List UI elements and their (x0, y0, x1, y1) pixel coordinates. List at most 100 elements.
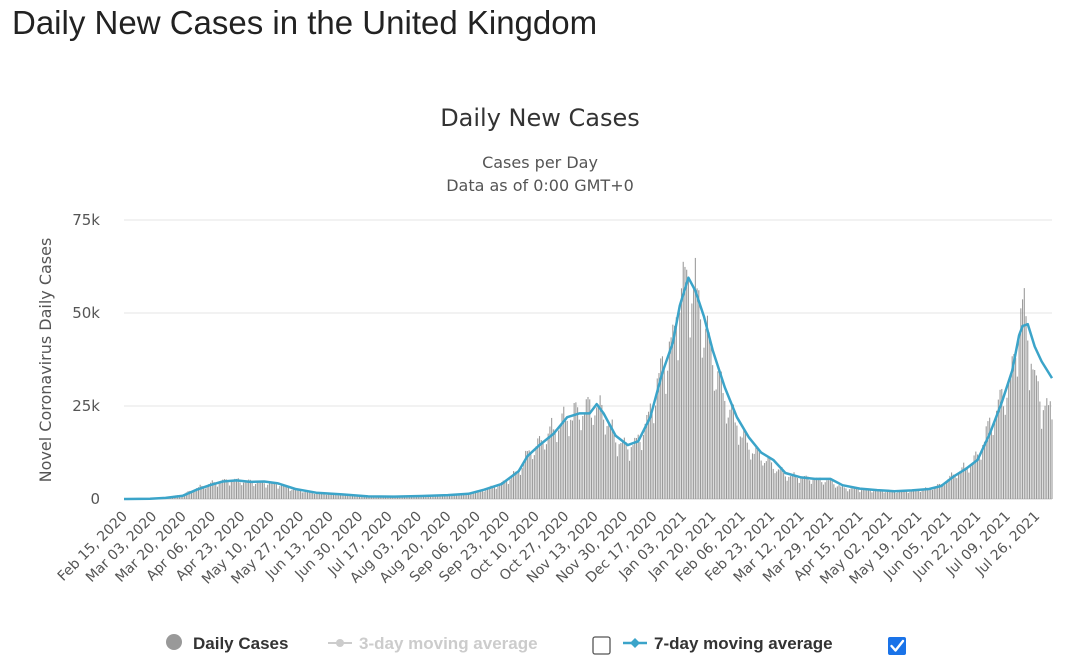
daily-case-bar (850, 488, 852, 499)
daily-case-bar (203, 486, 205, 499)
daily-case-bar (620, 443, 622, 499)
daily-case-bar (753, 453, 755, 499)
daily-case-bar (919, 491, 921, 499)
legend-item-seven-day-average[interactable]: 7-day moving average (623, 634, 833, 653)
daily-case-bar (416, 495, 418, 499)
daily-case-bar (835, 487, 837, 499)
daily-case-bar (691, 303, 693, 499)
daily-case-bar (646, 415, 648, 499)
daily-case-bar (1032, 369, 1034, 499)
daily-case-bar (296, 489, 298, 499)
legend: Daily Cases 3-day moving average 7-day m… (166, 634, 906, 655)
daily-case-bar (514, 471, 516, 499)
daily-case-bar (277, 488, 279, 499)
daily-case-bar (322, 493, 324, 499)
daily-case-bar (414, 496, 416, 499)
daily-case-bar (973, 455, 975, 499)
daily-case-bar (206, 485, 208, 499)
daily-case-bar (608, 421, 610, 499)
daily-case-bar (466, 493, 468, 499)
daily-case-bar (594, 415, 596, 499)
daily-case-bar (990, 429, 992, 499)
daily-case-bar (244, 480, 246, 499)
daily-case-bar (199, 484, 201, 499)
daily-case-bar (313, 493, 315, 499)
daily-case-bar (327, 494, 329, 499)
daily-case-bar (360, 496, 362, 499)
daily-case-bar (365, 496, 367, 499)
daily-case-bar (630, 447, 632, 499)
daily-case-bar (480, 489, 482, 499)
daily-case-bar (426, 495, 428, 499)
daily-case-bar (249, 479, 251, 499)
legend-item-three-day-average[interactable]: 3-day moving average (328, 634, 538, 653)
daily-case-bar (462, 493, 464, 499)
daily-case-bar (500, 482, 502, 499)
daily-case-bar (478, 490, 480, 499)
daily-case-bar (353, 495, 355, 499)
daily-case-bar (260, 480, 262, 499)
legend-item-daily-cases[interactable]: Daily Cases (166, 634, 288, 653)
daily-case-bar (590, 417, 592, 499)
daily-case-bar (758, 452, 760, 499)
daily-case-bar (961, 467, 963, 499)
daily-case-bar (547, 433, 549, 499)
daily-case-bar (564, 418, 567, 499)
daily-case-bar (310, 491, 312, 499)
daily-case-bar (455, 493, 457, 499)
daily-case-bar (769, 457, 771, 499)
daily-case-bar (582, 415, 584, 499)
daily-case-bar (468, 492, 470, 499)
daily-case-bar (843, 487, 845, 499)
daily-case-bar (540, 440, 542, 499)
daily-case-bar (336, 494, 338, 499)
daily-case-bar (270, 482, 272, 499)
daily-case-bar (442, 494, 444, 499)
daily-case-bar (686, 269, 688, 499)
daily-case-bar (642, 434, 644, 499)
daily-case-bar (559, 425, 561, 499)
daily-case-bar (911, 490, 913, 499)
daily-case-bar (523, 462, 525, 499)
daily-case-bar (267, 484, 269, 499)
daily-case-bar (653, 423, 655, 499)
daily-case-bar (909, 491, 911, 499)
daily-case-bar (592, 424, 594, 499)
daily-case-bar (376, 496, 378, 499)
daily-case-bar (201, 485, 203, 499)
daily-case-bar (964, 467, 966, 499)
daily-case-bar (622, 440, 624, 499)
daily-case-bar (985, 426, 987, 499)
daily-case-bar (374, 496, 376, 499)
daily-case-bar (923, 489, 925, 499)
daily-case-bar (724, 400, 726, 499)
daily-case-bar (319, 492, 321, 499)
seven-day-checkbox[interactable] (888, 637, 906, 655)
daily-case-bar (845, 488, 847, 499)
daily-case-bar (287, 487, 290, 499)
daily-case-bar (1028, 390, 1031, 499)
daily-case-bar (629, 460, 631, 499)
daily-case-bar (999, 389, 1001, 499)
daily-case-bar (516, 471, 518, 499)
daily-case-bar (895, 492, 897, 499)
three-day-checkbox[interactable] (592, 636, 611, 655)
daily-case-bar (253, 486, 255, 499)
daily-case-bar (734, 422, 736, 499)
daily-case-bar (303, 492, 305, 499)
daily-case-bar (994, 419, 996, 499)
daily-case-bar (800, 478, 802, 499)
daily-case-bar (776, 471, 778, 499)
y-tick-label: 50k (72, 304, 100, 322)
daily-case-bar (532, 459, 534, 499)
daily-case-bar (507, 483, 509, 499)
daily-case-bar (717, 371, 719, 499)
daily-case-bar (644, 423, 646, 499)
daily-case-bar (665, 393, 667, 499)
daily-case-bar (1018, 332, 1020, 499)
daily-case-bar (587, 396, 589, 499)
daily-case-bar (738, 444, 740, 499)
daily-case-bar (251, 482, 253, 499)
daily-case-bar (1037, 381, 1039, 499)
